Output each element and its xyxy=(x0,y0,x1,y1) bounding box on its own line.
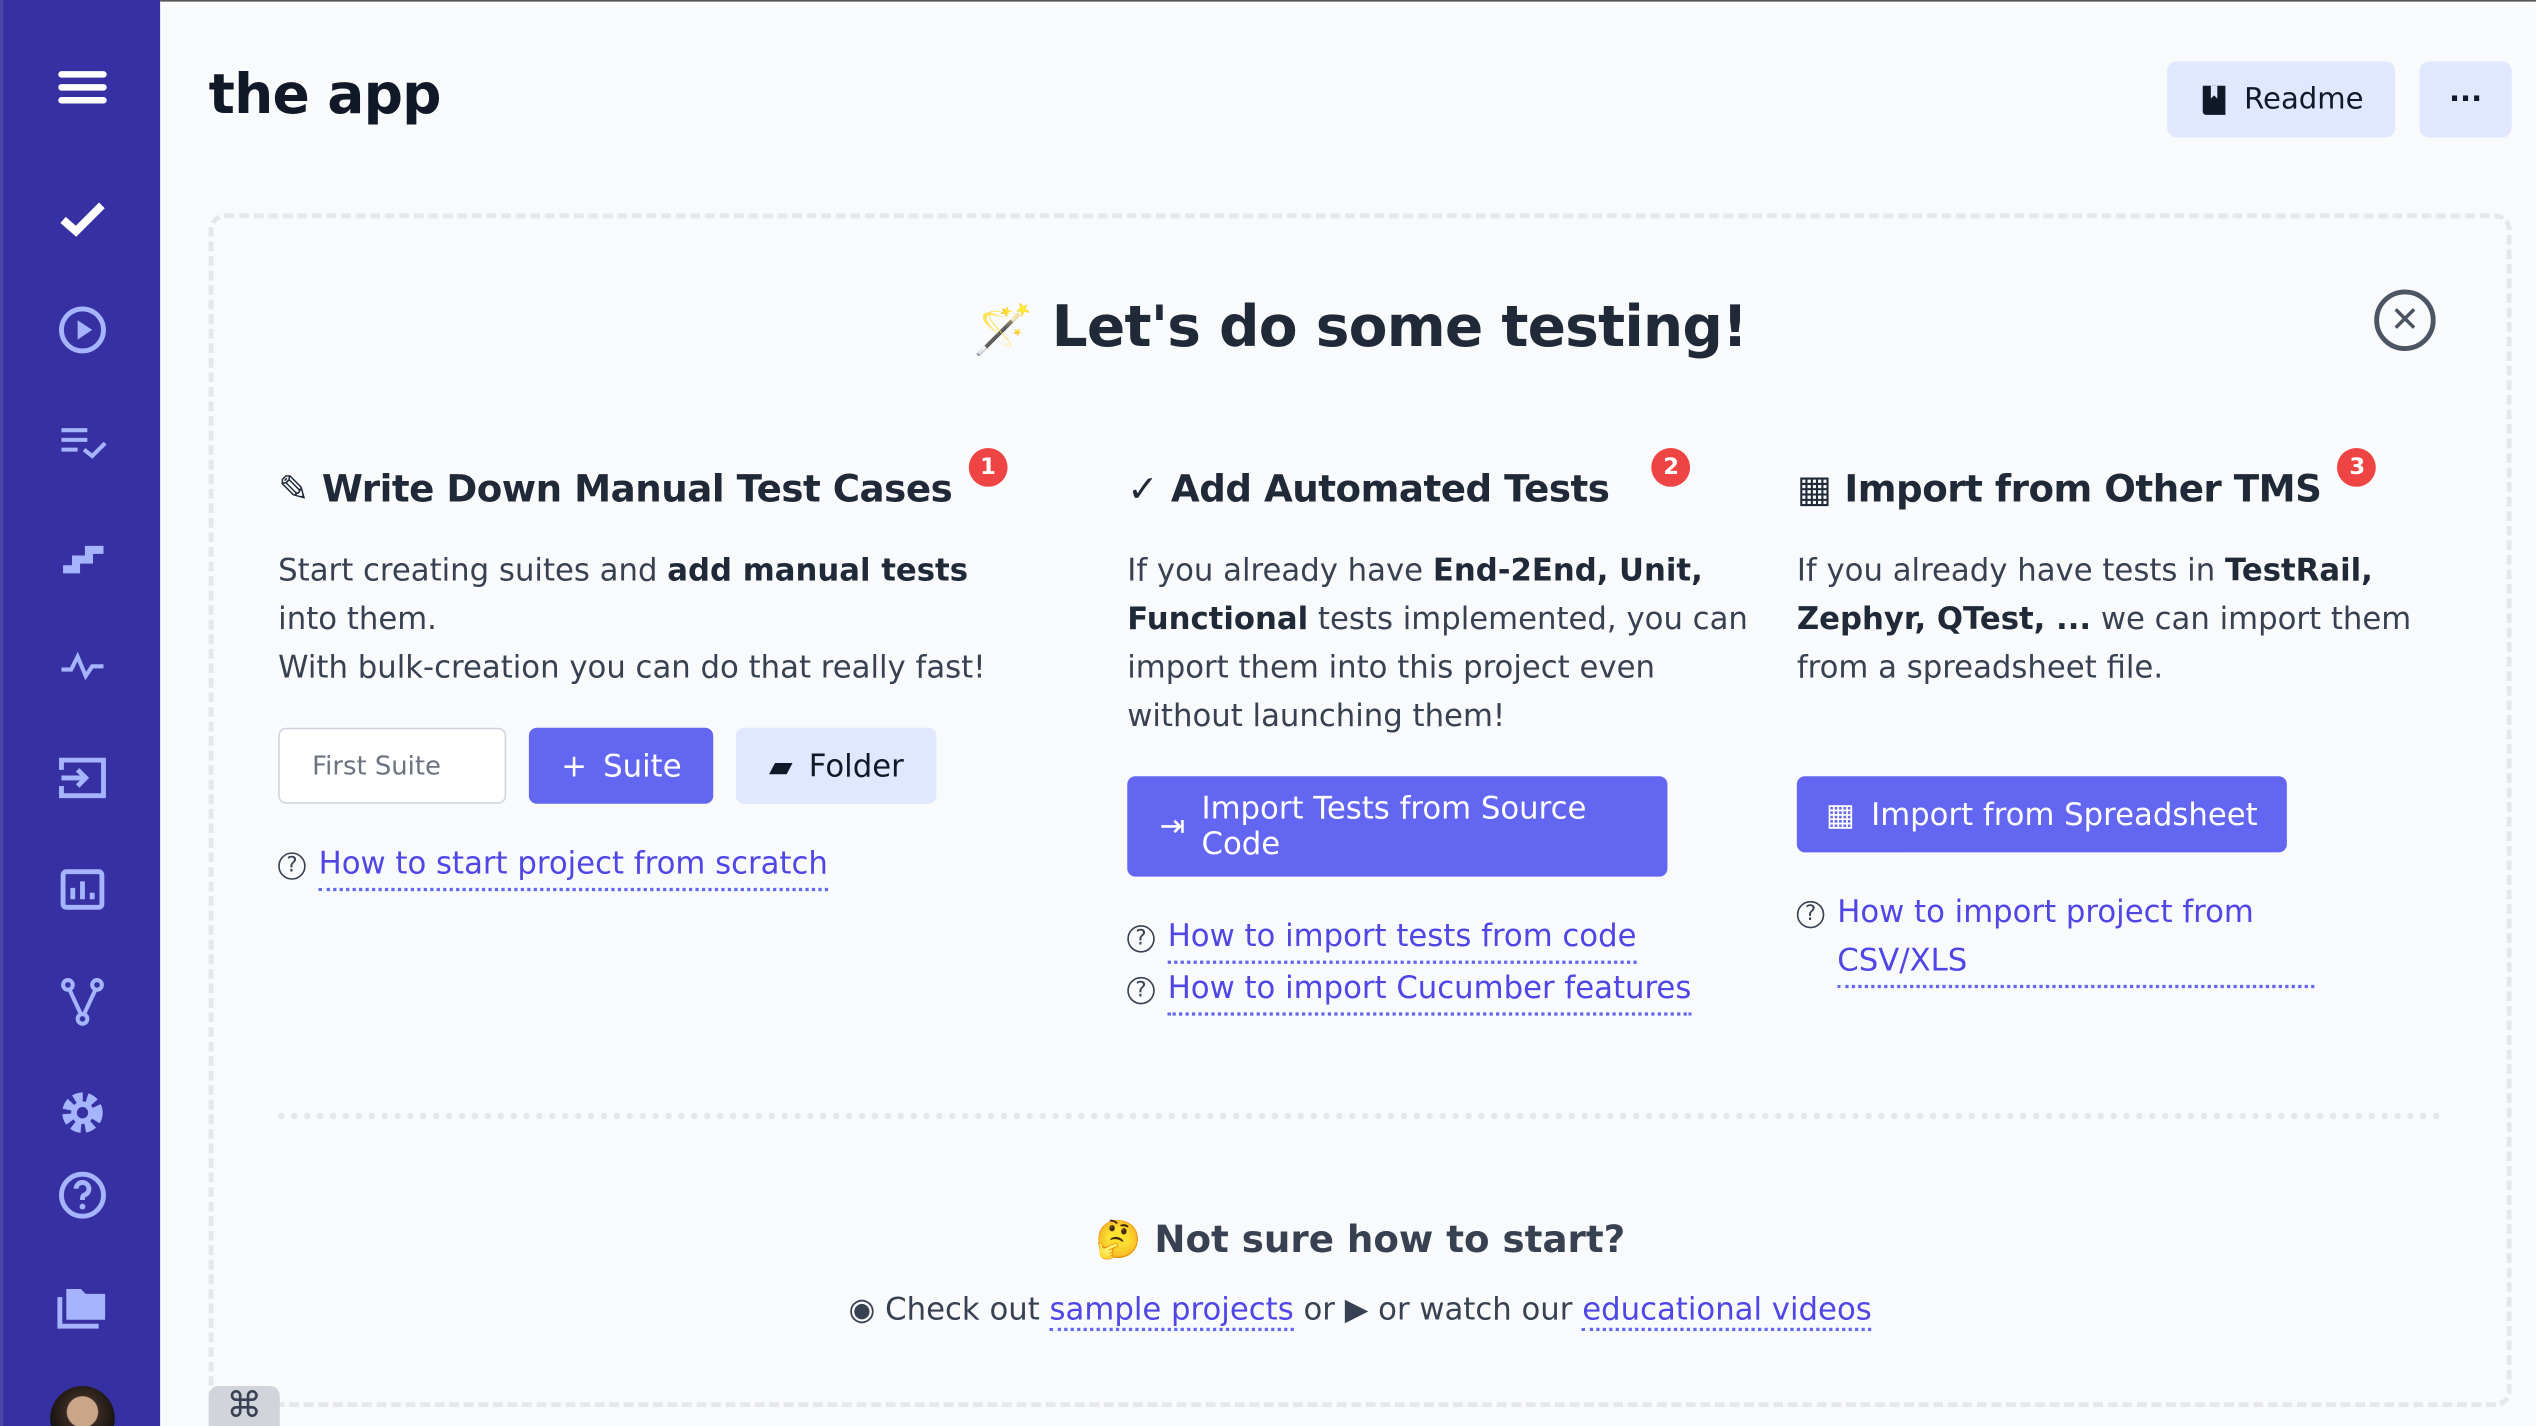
help-link[interactable]: ? How to import project from CSV/XLS xyxy=(1796,888,2315,989)
question-icon: ? xyxy=(1127,976,1155,1005)
text: or xyxy=(1303,1292,1335,1328)
link-text[interactable]: How to import tests from code xyxy=(1167,912,1637,964)
column-title: Write Down Manual Test Cases xyxy=(321,469,953,512)
table-icon: ▦ xyxy=(1825,796,1855,833)
column-title: Import from Other TMS xyxy=(1844,469,2322,512)
question-icon: ? xyxy=(278,852,306,880)
step-badge: 3 xyxy=(2337,447,2377,487)
readme-label: Readme xyxy=(2244,82,2364,117)
main-content: the app Readme ··· 🪄 Let's do some testi… xyxy=(160,0,2536,1426)
question-icon: ? xyxy=(1127,925,1155,953)
import-spreadsheet-button[interactable]: ▦ Import from Spreadsheet xyxy=(1796,776,2287,853)
import-tms-column: ▦ Import from Other TMS 3 If you already h… xyxy=(1796,447,2444,989)
command-palette-button[interactable]: ⌘ xyxy=(208,1386,280,1426)
bottom-heading: 🤔 Not sure how to start? xyxy=(213,1218,2506,1262)
help-link[interactable]: ? How to start project from scratch xyxy=(278,839,990,892)
magic-pen-icon: ✎ xyxy=(278,469,309,512)
projects-folder-icon[interactable] xyxy=(52,1276,113,1337)
import-from-source-button[interactable]: ⇥ Import Tests from Source Code xyxy=(1127,776,1668,877)
column-title: Add Automated Tests xyxy=(1170,469,1610,512)
folder-plus-icon: ▰ xyxy=(768,748,793,784)
close-icon[interactable]: ✕ xyxy=(2374,289,2436,351)
magic-wand-icon: 🪄 xyxy=(973,302,1033,360)
text: Check out xyxy=(885,1292,1040,1328)
page-title: the app xyxy=(208,63,442,128)
hero-title: Let's do some testing! xyxy=(1051,295,1748,361)
divider xyxy=(278,1112,2443,1120)
plus-icon: + xyxy=(561,748,587,784)
branches-icon[interactable] xyxy=(52,970,113,1031)
reports-chart-icon[interactable] xyxy=(52,859,113,920)
sidebar xyxy=(0,0,161,1426)
manual-tests-column: ✎ Write Down Manual Test Cases 1 Start cre… xyxy=(278,447,1008,892)
link-text[interactable]: How to import Cucumber features xyxy=(1167,964,1692,1016)
add-suite-button[interactable]: + Suite xyxy=(528,727,714,804)
help-icon[interactable] xyxy=(52,1164,113,1225)
bottom-text: ◉ Check out sample projects or ▶ or watc… xyxy=(213,1292,2506,1332)
runs-play-icon[interactable] xyxy=(52,299,113,360)
step-badge: 2 xyxy=(1651,447,1691,487)
sample-projects-link[interactable]: sample projects xyxy=(1049,1292,1294,1332)
column-description: Start creating suites and add manual tes… xyxy=(278,553,986,686)
steps-icon[interactable] xyxy=(52,522,113,583)
more-options-button[interactable]: ··· xyxy=(2419,61,2512,138)
column-description: If you already have tests in TestRail, Z… xyxy=(1796,553,2412,686)
suite-name-input[interactable]: First Suite xyxy=(278,727,507,804)
check-circle-icon: ✓ xyxy=(1127,469,1158,512)
suite-label: Suite xyxy=(603,748,682,784)
table-icon: ▦ xyxy=(1796,469,1832,512)
menu-icon[interactable] xyxy=(52,58,113,119)
link-text[interactable]: How to start project from scratch xyxy=(318,839,828,892)
text: or watch our xyxy=(1378,1292,1573,1328)
plans-list-check-icon[interactable] xyxy=(52,411,113,472)
hero-heading: 🪄 Let's do some testing! xyxy=(213,296,2506,361)
button-label: Import Tests from Source Code xyxy=(1201,790,1587,863)
educational-videos-link[interactable]: educational videos xyxy=(1582,1292,1872,1332)
bottom-title: Not sure how to start? xyxy=(1154,1219,1626,1262)
avatar[interactable] xyxy=(50,1386,115,1426)
readme-button[interactable]: Readme xyxy=(2167,61,2396,138)
column-description: If you already have End-2End, Unit, Func… xyxy=(1127,553,1748,735)
import-icon: ⇥ xyxy=(1159,808,1186,845)
youtube-icon: ▶ xyxy=(1344,1292,1369,1328)
automated-tests-column: ✓ Add Automated Tests 2 If you already hav… xyxy=(1127,447,1750,1016)
add-folder-button[interactable]: ▰ Folder xyxy=(736,727,937,804)
step-badge: 1 xyxy=(968,447,1008,487)
link-text[interactable]: How to import project from CSV/XLS xyxy=(1837,888,2315,989)
book-icon xyxy=(2202,84,2225,115)
github-icon: ◉ xyxy=(848,1292,876,1328)
thinking-emoji-icon: 🤔 xyxy=(1095,1219,1142,1262)
button-label: Import from Spreadsheet xyxy=(1871,796,2258,833)
help-link[interactable]: ? How to import Cucumber features xyxy=(1127,964,1750,1016)
import-icon[interactable] xyxy=(52,747,113,808)
question-icon: ? xyxy=(1796,900,1825,929)
analytics-pulse-icon[interactable] xyxy=(52,634,113,695)
onboarding-panel: 🪄 Let's do some testing! ✕ ✎ Write Down M… xyxy=(208,213,2512,1408)
settings-gear-icon[interactable] xyxy=(52,1082,113,1143)
tests-check-icon[interactable] xyxy=(52,188,113,249)
help-link[interactable]: ? How to import tests from code xyxy=(1127,912,1750,964)
folder-label: Folder xyxy=(808,748,904,784)
